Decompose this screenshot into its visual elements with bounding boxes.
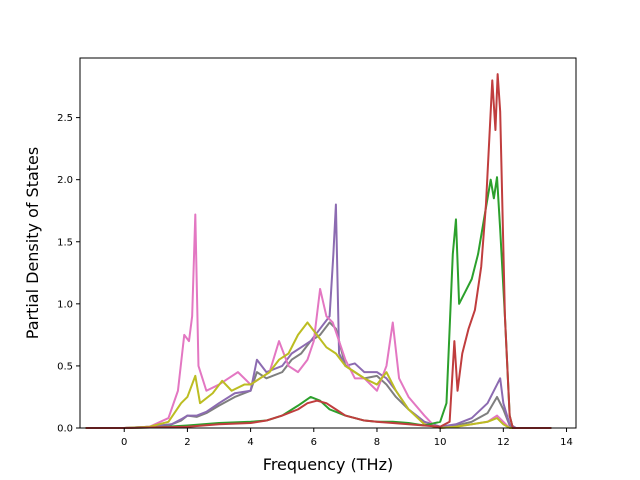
x-tick-label: 12 [497, 437, 510, 448]
series-layer [85, 73, 552, 429]
x-tick-label: 4 [247, 437, 253, 448]
x-tick-label: 2 [184, 437, 190, 448]
x-tick-label: 14 [560, 437, 573, 448]
y-tick-label: 0.5 [57, 361, 73, 372]
plot-area-background [80, 58, 576, 428]
y-tick-label: 1.5 [57, 237, 73, 248]
x-tick-label: 6 [311, 437, 317, 448]
x-axis-ticks: 0 2 4 6 8 10 12 14 [121, 428, 573, 448]
y-axis-label: Partial Density of States [23, 147, 42, 339]
plot-frame [79, 57, 577, 429]
series-line-1 [85, 321, 552, 429]
series-line-6 [85, 73, 552, 429]
x-axis-label: Frequency (THz) [263, 455, 393, 474]
y-tick-label: 2.0 [57, 175, 73, 186]
x-tick-label: 0 [121, 437, 127, 448]
x-tick-label: 10 [434, 437, 447, 448]
y-axis-ticks: 0.0 0.5 1.0 1.5 2.0 2.5 [57, 113, 80, 435]
y-tick-label: 0.0 [57, 424, 73, 435]
series-line-2 [85, 203, 552, 429]
y-tick-label: 1.0 [57, 299, 73, 310]
x-tick-label: 8 [374, 437, 380, 448]
y-tick-label: 2.5 [57, 113, 73, 124]
series-line-4 [85, 321, 552, 429]
